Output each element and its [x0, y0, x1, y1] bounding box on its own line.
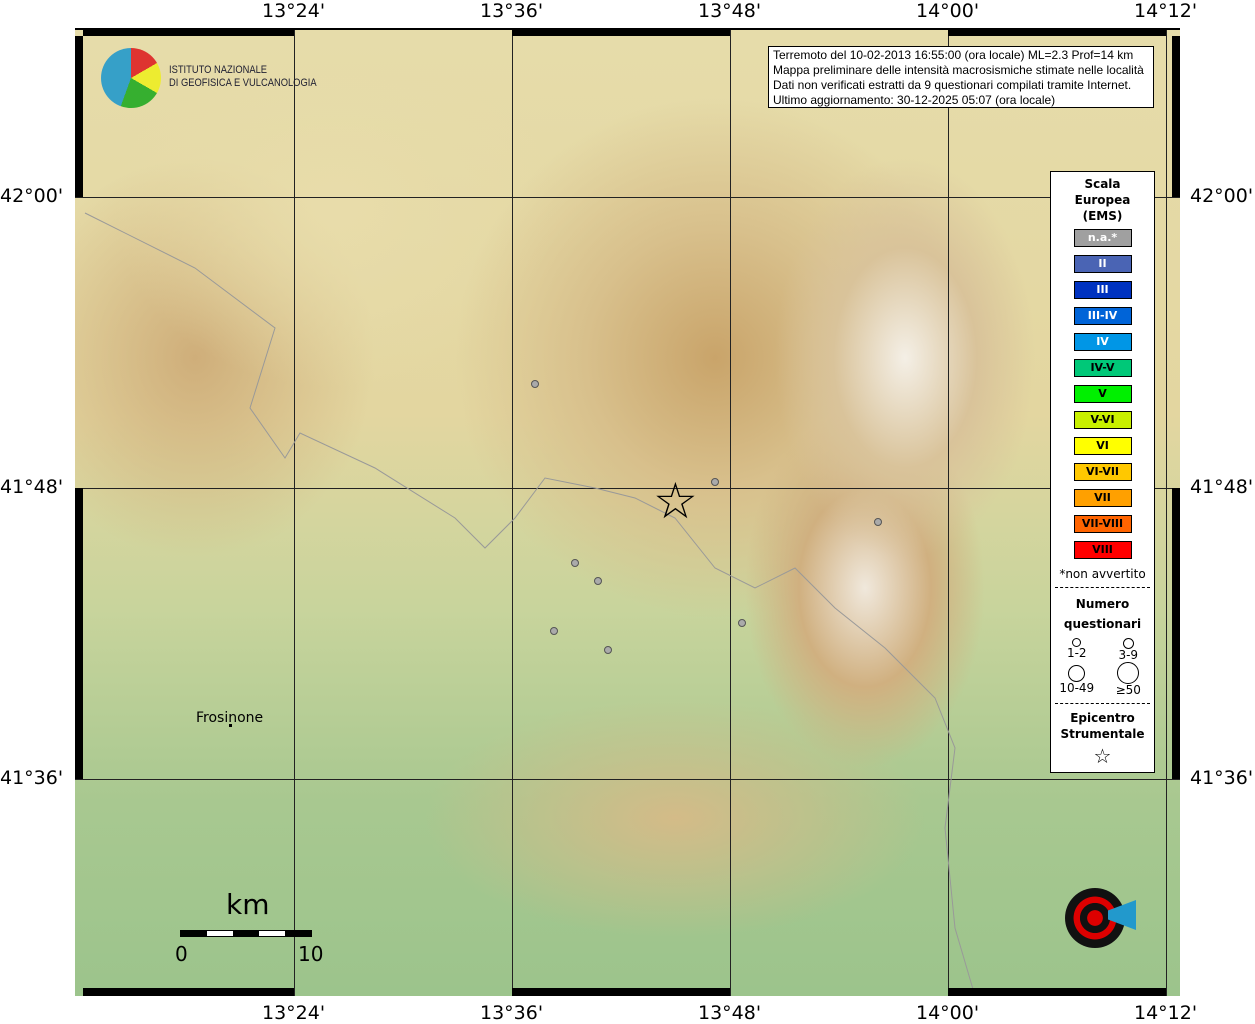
- lat-tick: 41°36': [1190, 767, 1254, 789]
- city-marker: [229, 724, 232, 727]
- count-1-2: 1-2: [1051, 638, 1103, 662]
- grid-line: [730, 28, 731, 996]
- frame-segment: [1172, 488, 1180, 779]
- info-line: Ultimo aggiornamento: 30-12-2025 05:07 (…: [773, 93, 1056, 107]
- city-label-frosinone: Frosinone: [196, 710, 264, 726]
- legend-class-n-a-: n.a.*: [1073, 229, 1132, 247]
- frame-segment: [948, 988, 1166, 996]
- observation-point[interactable]: [874, 518, 882, 526]
- epicenter-star-icon[interactable]: ☆: [653, 472, 698, 530]
- logo-text: ISTITUTO NAZIONALE: [169, 64, 268, 76]
- lon-tick: 14°00': [916, 1002, 980, 1024]
- observation-point[interactable]: [571, 559, 579, 567]
- legend-class-iv-v: IV-V: [1073, 359, 1132, 377]
- grid-line: [948, 28, 949, 996]
- lon-tick: 14°00': [916, 0, 980, 22]
- legend-note: *non avvertito: [1059, 567, 1146, 581]
- lat-tick: 42°00': [1190, 185, 1254, 207]
- lon-tick: 13°24': [262, 1002, 326, 1024]
- grid-line: [1166, 28, 1167, 996]
- count-title: Numero: [1075, 597, 1130, 611]
- observation-point[interactable]: [531, 380, 539, 388]
- lat-tick: 41°36': [0, 767, 64, 789]
- epicenter-title: Strumentale: [1060, 727, 1145, 741]
- observation-point[interactable]: [550, 627, 558, 635]
- legend-class-v: V: [1073, 385, 1132, 403]
- frame-segment: [512, 28, 730, 36]
- grid-line: [75, 197, 1180, 198]
- legend-title: Scala: [1084, 177, 1121, 191]
- epicenter-title: Epicentro: [1070, 711, 1135, 725]
- grid-line: [294, 28, 295, 996]
- legend-class-vi: VI: [1073, 437, 1132, 455]
- legend-title: Europea: [1074, 193, 1131, 207]
- logo-haisentito: [1050, 868, 1150, 968]
- logo-text: DI GEOFISICA E VULCANOLOGIA: [169, 77, 317, 89]
- legend-class-v-vi: V-VI: [1073, 411, 1132, 429]
- observation-point[interactable]: [604, 646, 612, 654]
- legend-class-vi-vii: VI-VII: [1073, 463, 1132, 481]
- count-10-49: 10-49: [1051, 662, 1103, 697]
- terrain-map[interactable]: ISTITUTO NAZIONALE DI GEOFISICA E VULCAN…: [75, 28, 1180, 996]
- scale-unit: km: [226, 888, 270, 921]
- count-3-9: 3-9: [1103, 638, 1155, 662]
- frame-segment: [83, 988, 294, 996]
- frame-segment: [75, 36, 83, 197]
- frame-segment: [948, 28, 1166, 36]
- legend-class-viii: VIII: [1073, 541, 1132, 559]
- count-50-plus: ≥50: [1103, 662, 1155, 697]
- observation-point[interactable]: [594, 577, 602, 585]
- lon-tick: 13°48': [698, 0, 762, 22]
- observation-point[interactable]: [738, 619, 746, 627]
- lat-tick: 41°48': [1190, 476, 1254, 498]
- observation-point[interactable]: [711, 478, 719, 486]
- legend-title: (EMS): [1082, 209, 1123, 223]
- lat-tick: 42°00': [0, 185, 64, 207]
- scale-bar: km 0 10: [175, 888, 323, 966]
- star-icon: ☆: [1093, 744, 1112, 768]
- region-border: [84, 212, 976, 996]
- lon-tick: 14°12': [1134, 0, 1198, 22]
- legend-class-iii: III: [1073, 281, 1132, 299]
- frame-segment: [512, 988, 730, 996]
- grid-line: [75, 779, 1180, 780]
- globe-icon: [101, 48, 161, 108]
- grid-line: [75, 488, 1180, 489]
- legend-class-vii-viii: VII-VIII: [1073, 515, 1132, 533]
- frame-segment: [1172, 36, 1180, 197]
- scale-min: 0: [175, 942, 188, 966]
- count-title: questionari: [1063, 617, 1142, 631]
- info-line: Terremoto del 10-02-2013 16:55:00 (ora l…: [773, 48, 1134, 62]
- lon-tick: 13°48': [698, 1002, 762, 1024]
- legend-class-vii: VII: [1073, 489, 1132, 507]
- lon-tick: 13°24': [262, 0, 326, 22]
- legend-class-iii-iv: III-IV: [1073, 307, 1132, 325]
- info-line: Mappa preliminare delle intensità macros…: [773, 63, 1144, 77]
- legend: Scala Europea (EMS) n.a.* II III III-IV IV IV…: [1050, 171, 1155, 773]
- lon-tick: 14°12': [1134, 1002, 1198, 1024]
- frame-segment: [75, 488, 83, 779]
- lon-tick: 13°36': [480, 1002, 544, 1024]
- scale-max: 10: [298, 942, 324, 966]
- frame-segment: [83, 28, 294, 36]
- lon-tick: 13°36': [480, 0, 544, 22]
- info-line: Dati non verificati estratti da 9 questi…: [773, 78, 1132, 92]
- lat-tick: 41°48': [0, 476, 64, 498]
- event-info-box: Terremoto del 10-02-2013 16:55:00 (ora l…: [768, 46, 1154, 108]
- grid-line: [512, 28, 513, 996]
- legend-class-ii: II: [1073, 255, 1132, 273]
- legend-class-iv: IV: [1073, 333, 1132, 351]
